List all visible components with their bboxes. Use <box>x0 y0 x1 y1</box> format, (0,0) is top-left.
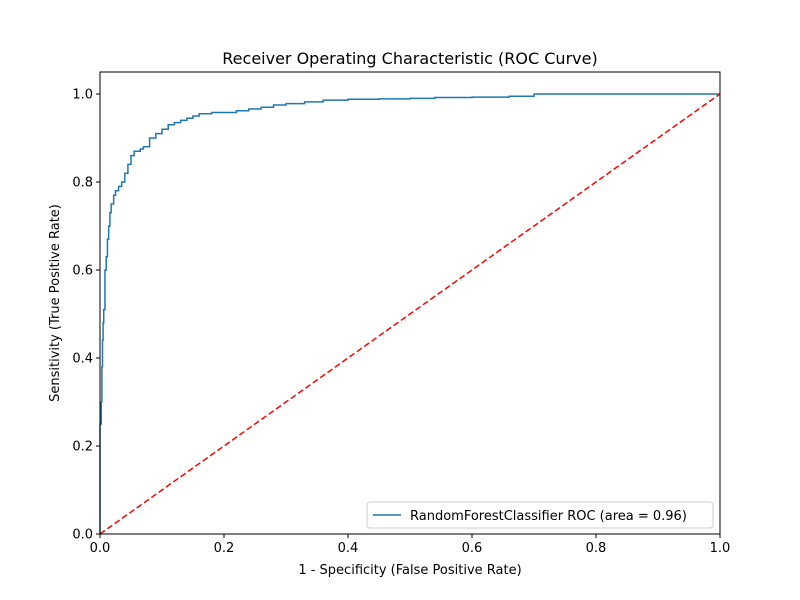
legend: RandomForestClassifier ROC (area = 0.96) <box>366 501 714 529</box>
y-tick-label: 0.6 <box>72 264 93 279</box>
plot-frame <box>99 71 721 535</box>
y-tick-label: 0.8 <box>72 176 93 191</box>
legend-entry-roc: RandomForestClassifier ROC (area = 0.96) <box>410 509 687 524</box>
x-tick-label: 0.8 <box>586 541 607 556</box>
y-axis-ticks: 0.0 0.2 0.4 0.6 0.8 1.0 <box>72 88 100 543</box>
y-axis-label: Sensitivity (True Positive Rate) <box>48 204 63 402</box>
x-axis-label: 1 - Specificity (False Positive Rate) <box>298 563 521 578</box>
chart-title: Receiver Operating Characteristic (ROC C… <box>222 49 597 68</box>
x-tick-label: 1.0 <box>710 541 731 556</box>
legend-box <box>366 501 714 529</box>
y-tick-label: 0.0 <box>72 528 93 543</box>
chance-diagonal-line <box>99 93 721 535</box>
x-tick-label: 0.4 <box>338 541 359 556</box>
y-tick-label: 0.4 <box>72 352 93 367</box>
x-tick-label: 0.6 <box>462 541 483 556</box>
x-tick-label: 0.2 <box>214 541 235 556</box>
plot-series <box>99 93 721 535</box>
x-tick-label: 0.0 <box>90 541 111 556</box>
roc-curve-line <box>99 93 720 534</box>
y-tick-label: 0.2 <box>72 440 93 455</box>
x-axis-ticks: 0.0 0.2 0.4 0.6 0.8 1.0 <box>90 534 731 556</box>
y-tick-label: 1.0 <box>72 88 93 103</box>
